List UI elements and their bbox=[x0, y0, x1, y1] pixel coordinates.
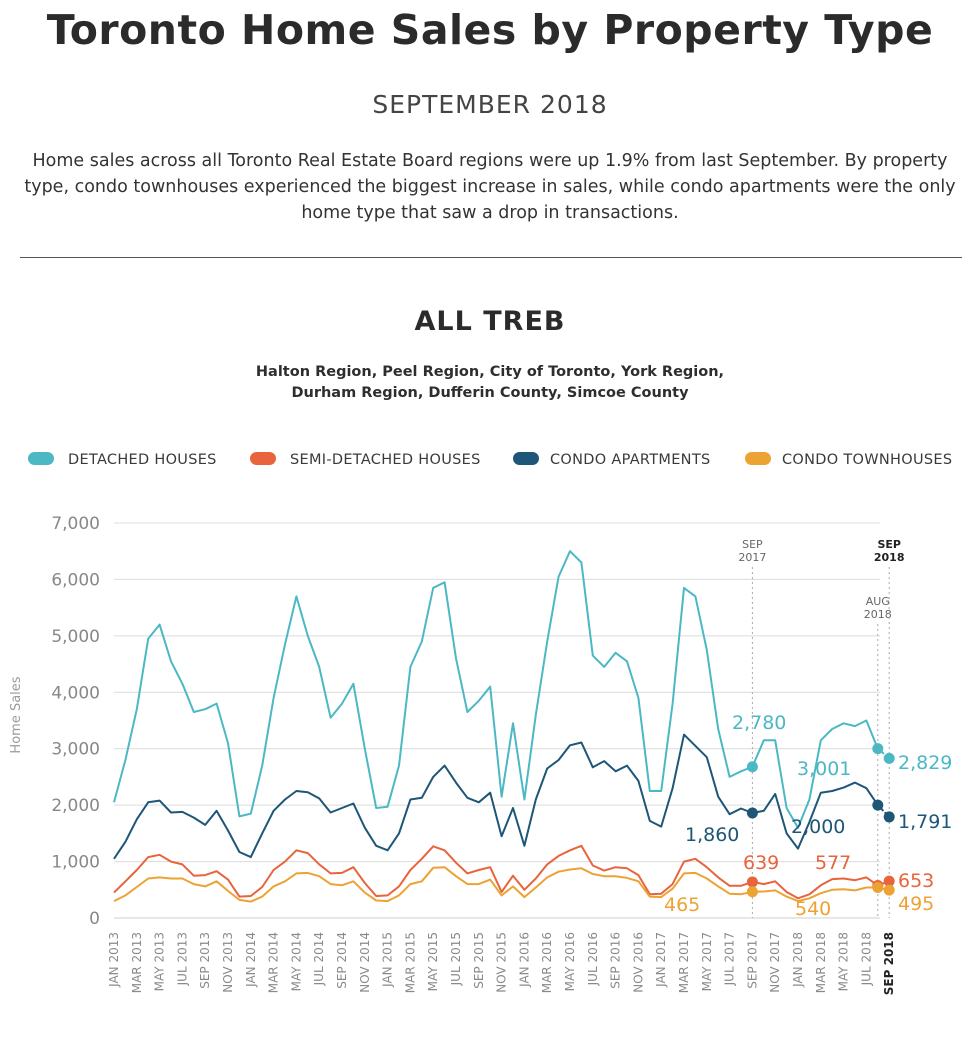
page-subtitle: SEPTEMBER 2018 bbox=[372, 90, 608, 119]
x-tick-label: MAR 2017 bbox=[677, 932, 691, 993]
y-tick-label: 1,000 bbox=[51, 853, 100, 873]
regions-list: Halton Region, Peel Region, City of Toro… bbox=[0, 362, 980, 404]
x-tick-label: NOV 2016 bbox=[631, 932, 645, 993]
data-label: 465 bbox=[664, 894, 700, 916]
data-point bbox=[872, 743, 884, 755]
x-tick-label: SEP 2013 bbox=[198, 932, 212, 989]
x-tick-label: MAY 2016 bbox=[563, 932, 577, 991]
x-tick-label: JUL 2015 bbox=[449, 932, 463, 986]
divider bbox=[20, 257, 962, 258]
x-tick-label: JAN 2018 bbox=[791, 932, 805, 988]
x-tick-label: MAY 2018 bbox=[837, 932, 851, 991]
page-title: Toronto Home Sales by Property Type bbox=[46, 6, 934, 54]
legend-label: CONDO TOWNHOUSES bbox=[782, 452, 952, 468]
data-point bbox=[746, 876, 758, 888]
x-tick-label: MAR 2015 bbox=[403, 932, 417, 993]
y-tick-label: 4,000 bbox=[51, 683, 100, 703]
x-tick-label: MAY 2017 bbox=[700, 932, 714, 991]
legend-label: DETACHED HOUSES bbox=[68, 452, 217, 468]
x-tick-label: JAN 2013 bbox=[107, 932, 121, 988]
chart-markers: 2,780 3,001 2,829 639 577 653 1,860 2,000 1,791 4… bbox=[664, 712, 952, 920]
data-point bbox=[883, 811, 895, 823]
data-label: 2,000 bbox=[791, 816, 845, 838]
x-tick-label: MAY 2013 bbox=[153, 932, 167, 991]
data-label: 577 bbox=[815, 852, 851, 874]
x-tick-label: JAN 2014 bbox=[244, 932, 258, 988]
legend-swatch bbox=[250, 452, 276, 465]
x-tick-label: JAN 2016 bbox=[517, 932, 531, 988]
reference-label: SEP bbox=[877, 538, 901, 551]
x-tick-label: JUL 2014 bbox=[312, 932, 326, 986]
reference-label: 2018 bbox=[874, 551, 905, 564]
chart-legend: DETACHED HOUSES SEMI-DETACHED HOUSES CONDO… bbox=[28, 452, 952, 468]
data-point bbox=[746, 807, 758, 819]
legend-swatch bbox=[28, 452, 54, 465]
data-label: 2,829 bbox=[898, 752, 952, 774]
x-tick-label: JUL 2013 bbox=[175, 932, 189, 986]
regions-line: Halton Region, Peel Region, City of Toro… bbox=[255, 364, 725, 380]
x-tick-label: MAR 2018 bbox=[814, 932, 828, 993]
x-tick-label: SEP 2016 bbox=[609, 932, 623, 989]
y-tick-label: 3,000 bbox=[51, 740, 100, 760]
x-tick-label: MAY 2015 bbox=[426, 932, 440, 991]
data-point bbox=[746, 886, 758, 898]
regions-line: Durham Region, Dufferin County, Simcoe C… bbox=[291, 385, 689, 401]
x-tick-label: JAN 2017 bbox=[654, 932, 668, 988]
data-point bbox=[883, 875, 895, 887]
data-label: 1,860 bbox=[685, 824, 739, 846]
data-point bbox=[872, 882, 884, 894]
y-axis-label: Home Sales bbox=[9, 676, 24, 753]
legend-swatch bbox=[513, 452, 539, 465]
x-tick-label: NOV 2014 bbox=[358, 932, 372, 993]
x-axis: JAN 2013 MAR 2013 MAY 2013 JUL 2013 SEP 2013… bbox=[107, 932, 896, 995]
x-tick-label: MAR 2014 bbox=[267, 932, 281, 993]
x-tick-label: NOV 2013 bbox=[221, 932, 235, 993]
section-title: ALL TREB bbox=[414, 306, 566, 337]
data-point bbox=[883, 884, 895, 896]
y-tick-label: 2,000 bbox=[51, 796, 100, 816]
page-description: Home sales across all Toronto Real Estat… bbox=[24, 151, 956, 223]
reference-label: 2018 bbox=[864, 608, 892, 621]
x-tick-label: NOV 2017 bbox=[768, 932, 782, 993]
y-tick-label: 0 bbox=[89, 909, 100, 929]
x-tick-label: MAR 2016 bbox=[540, 932, 554, 993]
x-tick-label: SEP 2017 bbox=[745, 932, 759, 989]
legend-label: SEMI-DETACHED HOUSES bbox=[290, 452, 481, 468]
data-label: 3,001 bbox=[797, 758, 851, 780]
reference-label: 2017 bbox=[738, 551, 766, 564]
y-axis: 0 1,000 2,000 3,000 4,000 5,000 6,000 7,000 Home… bbox=[9, 514, 100, 929]
x-tick-label: SEP 2014 bbox=[335, 932, 349, 989]
data-label: 1,791 bbox=[898, 811, 952, 833]
data-label: 639 bbox=[743, 852, 779, 874]
x-tick-label: MAY 2014 bbox=[289, 932, 303, 991]
x-tick-label: JUL 2018 bbox=[859, 932, 873, 986]
x-tick-label: JUL 2016 bbox=[586, 932, 600, 986]
reference-label: SEP bbox=[742, 538, 763, 551]
x-tick-label: MAR 2013 bbox=[130, 932, 144, 993]
data-point bbox=[872, 799, 884, 811]
reference-label: AUG bbox=[866, 595, 890, 608]
legend-swatch bbox=[745, 452, 771, 465]
data-label: 2,780 bbox=[732, 712, 786, 734]
series-line bbox=[113, 550, 879, 829]
data-label: 540 bbox=[795, 898, 831, 920]
data-point bbox=[883, 752, 895, 764]
data-label: 495 bbox=[898, 893, 934, 915]
legend-label: CONDO APARTMENTS bbox=[550, 452, 710, 468]
y-tick-label: 6,000 bbox=[51, 570, 100, 590]
y-tick-label: 7,000 bbox=[51, 514, 100, 534]
x-tick-label: JUL 2017 bbox=[723, 932, 737, 986]
x-tick-label: JAN 2015 bbox=[381, 932, 395, 988]
data-label: 653 bbox=[898, 870, 934, 892]
x-tick-label: SEP 2018 bbox=[882, 932, 896, 995]
data-point bbox=[746, 761, 758, 773]
x-tick-label: SEP 2015 bbox=[472, 932, 486, 989]
y-tick-label: 5,000 bbox=[51, 627, 100, 647]
x-tick-label: NOV 2015 bbox=[495, 932, 509, 993]
